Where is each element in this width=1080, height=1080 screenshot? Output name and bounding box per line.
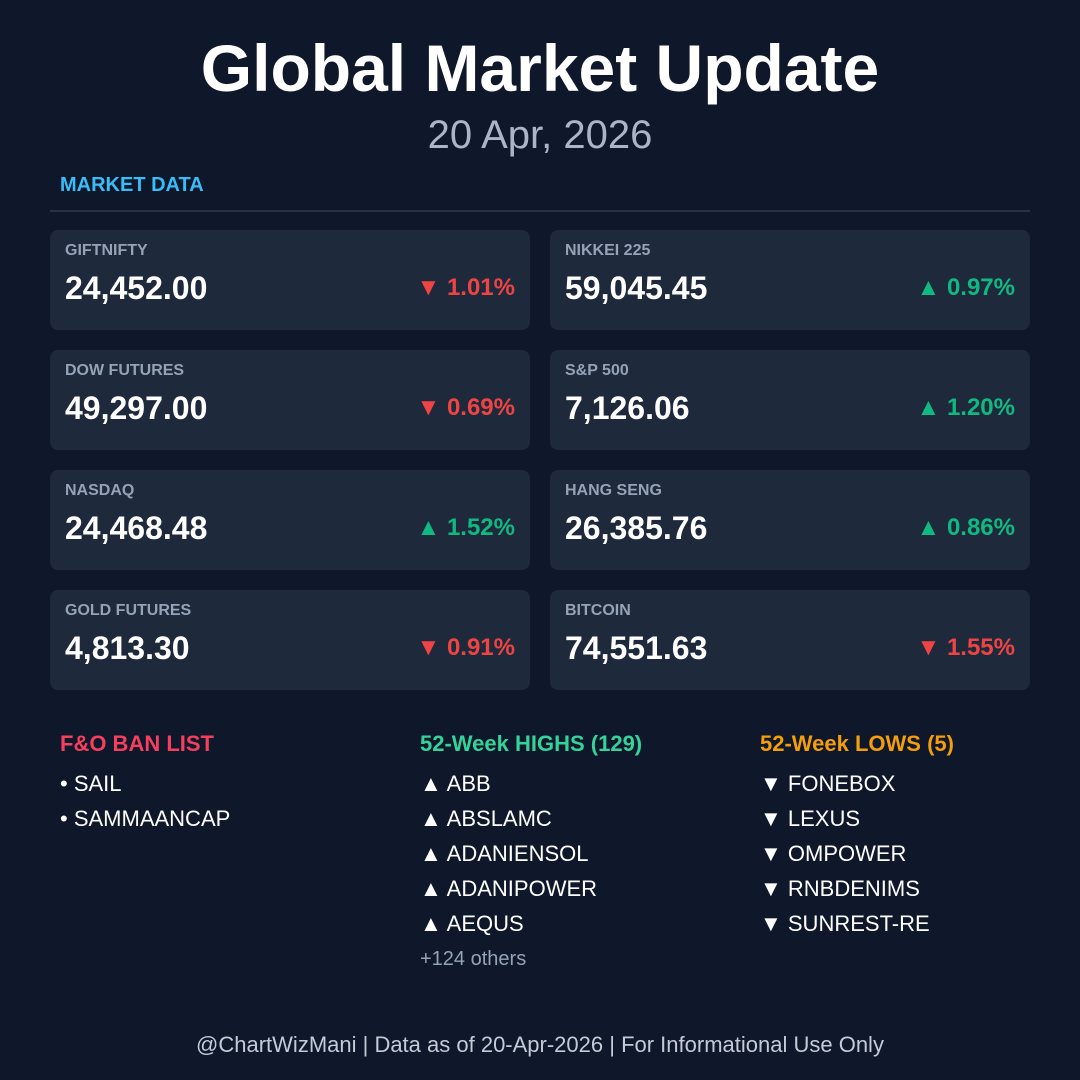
market-card: NASDAQ 24,468.48 ▲ 1.52% xyxy=(50,470,530,570)
card-name: GOLD FUTURES xyxy=(65,602,192,619)
list-item: ▼ RNBDENIMS xyxy=(760,876,920,901)
card-name: S&P 500 xyxy=(565,362,629,379)
market-card: S&P 500 7,126.06 ▲ 1.20% xyxy=(550,350,1030,450)
card-value: 24,452.00 xyxy=(65,270,208,306)
card-change: ▲ 1.20% xyxy=(916,394,1015,421)
card-name: HANG SENG xyxy=(565,482,662,499)
card-change: ▼ 0.91% xyxy=(416,634,515,661)
list-item: ▲ AEQUS xyxy=(420,911,524,936)
list-item: ▼ LEXUS xyxy=(760,806,861,831)
card-value: 49,297.00 xyxy=(65,390,208,426)
list-more: +124 others xyxy=(420,948,527,970)
date: 20 Apr, 2026 xyxy=(427,113,653,157)
market-card: GOLD FUTURES 4,813.30 ▼ 0.91% xyxy=(50,590,530,690)
card-change: ▼ 1.55% xyxy=(916,634,1015,661)
list-item: ▲ ABSLAMC xyxy=(420,806,552,831)
card-change: ▲ 0.97% xyxy=(916,274,1015,301)
card-value: 4,813.30 xyxy=(65,630,190,666)
card-name: NASDAQ xyxy=(65,482,135,499)
card-value: 24,468.48 xyxy=(65,510,208,546)
card-change: ▼ 1.01% xyxy=(416,274,515,301)
market-card: DOW FUTURES 49,297.00 ▼ 0.69% xyxy=(50,350,530,450)
list-item: ▼ OMPOWER xyxy=(760,841,907,866)
list-item: • SAMMAANCAP xyxy=(60,806,231,831)
title: Global Market Update xyxy=(200,31,880,105)
card-change: ▲ 1.52% xyxy=(416,514,515,541)
market-card: HANG SENG 26,385.76 ▲ 0.86% xyxy=(550,470,1030,570)
card-name: GIFTNIFTY xyxy=(65,242,148,259)
list-title: 52-Week LOWS (5) xyxy=(760,731,954,756)
section-label: MARKET DATA xyxy=(60,174,204,196)
list-item: • SAIL xyxy=(60,771,122,796)
market-card: NIKKEI 225 59,045.45 ▲ 0.97% xyxy=(550,230,1030,330)
card-change: ▲ 0.86% xyxy=(916,514,1015,541)
list-item: ▲ ADANIPOWER xyxy=(420,876,598,901)
list-item: ▼ SUNREST-RE xyxy=(760,911,930,936)
list-item: ▼ FONEBOX xyxy=(760,771,896,796)
card-name: BITCOIN xyxy=(565,602,631,619)
divider xyxy=(50,210,1030,212)
footer: @ChartWizMani | Data as of 20-Apr-2026 |… xyxy=(196,1032,884,1057)
market-card: BITCOIN 74,551.63 ▼ 1.55% xyxy=(550,590,1030,690)
market-card: GIFTNIFTY 24,452.00 ▼ 1.01% xyxy=(50,230,530,330)
card-value: 74,551.63 xyxy=(565,630,708,666)
card-value: 26,385.76 xyxy=(565,510,708,546)
card-value: 7,126.06 xyxy=(565,390,690,426)
card-name: DOW FUTURES xyxy=(65,362,185,379)
card-value: 59,045.45 xyxy=(565,270,708,306)
card-name: NIKKEI 225 xyxy=(565,242,651,259)
list-item: ▲ ABB xyxy=(420,771,491,796)
list-title: 52-Week HIGHS (129) xyxy=(420,731,643,756)
list-item: ▲ ADANIENSOL xyxy=(420,841,589,866)
card-change: ▼ 0.69% xyxy=(416,394,515,421)
list-title: F&O BAN LIST xyxy=(60,731,214,756)
